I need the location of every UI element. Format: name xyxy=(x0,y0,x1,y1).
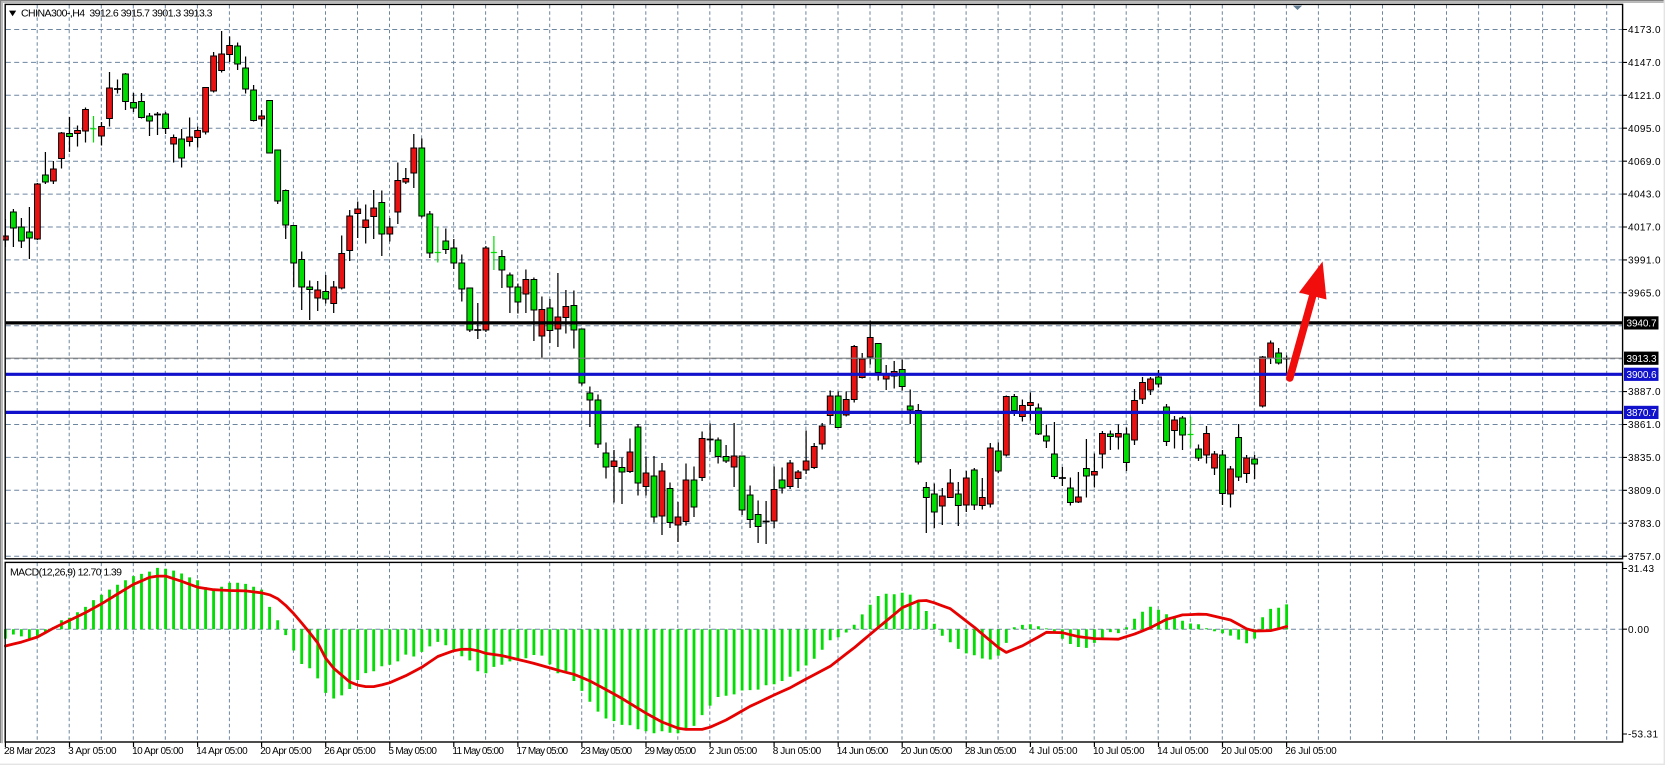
svg-text:29 May 05:00: 29 May 05:00 xyxy=(645,746,697,757)
svg-text:3757.0: 3757.0 xyxy=(1628,552,1661,563)
svg-text:3861.0: 3861.0 xyxy=(1628,420,1661,431)
svg-text:3783.0: 3783.0 xyxy=(1628,519,1661,530)
svg-text:14 Apr 05:00: 14 Apr 05:00 xyxy=(196,746,248,757)
svg-text:3835.0: 3835.0 xyxy=(1628,453,1661,464)
svg-text:MACD(12,26,9) 12.70 1.39: MACD(12,26,9) 12.70 1.39 xyxy=(10,566,122,578)
svg-text:4017.0: 4017.0 xyxy=(1628,223,1661,234)
svg-text:28 Jun 05:00: 28 Jun 05:00 xyxy=(965,746,1017,757)
svg-text:3913.3: 3913.3 xyxy=(1627,354,1657,365)
svg-text:14 Jul 05:00: 14 Jul 05:00 xyxy=(1157,746,1209,757)
svg-text:4043.0: 4043.0 xyxy=(1628,190,1661,201)
svg-text:3870.7: 3870.7 xyxy=(1627,408,1657,419)
svg-text:20 Jun 05:00: 20 Jun 05:00 xyxy=(901,746,953,757)
svg-text:4095.0: 4095.0 xyxy=(1628,124,1661,135)
svg-text:26 Apr 05:00: 26 Apr 05:00 xyxy=(324,746,376,757)
svg-text:14 Jun 05:00: 14 Jun 05:00 xyxy=(837,746,889,757)
svg-text:10 Apr 05:00: 10 Apr 05:00 xyxy=(132,746,184,757)
svg-text:3991.0: 3991.0 xyxy=(1628,256,1661,267)
svg-text:4147.0: 4147.0 xyxy=(1628,58,1661,69)
svg-text:17 May 05:00: 17 May 05:00 xyxy=(517,746,569,757)
svg-text:-53.31: -53.31 xyxy=(1628,730,1658,741)
svg-text:23 May 05:00: 23 May 05:00 xyxy=(581,746,633,757)
svg-text:31.43: 31.43 xyxy=(1628,564,1654,575)
svg-text:3900.6: 3900.6 xyxy=(1627,370,1657,381)
svg-text:28 Mar 2023: 28 Mar 2023 xyxy=(4,746,56,757)
svg-text:4173.0: 4173.0 xyxy=(1628,25,1661,36)
svg-text:4069.0: 4069.0 xyxy=(1628,157,1661,168)
svg-text:4 Jul 05:00: 4 Jul 05:00 xyxy=(1029,746,1078,757)
svg-text:3809.0: 3809.0 xyxy=(1628,486,1661,497)
svg-text:8 Jun 05:00: 8 Jun 05:00 xyxy=(773,746,822,757)
svg-text:26 Jul 05:00: 26 Jul 05:00 xyxy=(1285,746,1337,757)
svg-text:5 May 05:00: 5 May 05:00 xyxy=(388,746,437,757)
svg-text:20 Jul 05:00: 20 Jul 05:00 xyxy=(1221,746,1273,757)
svg-text:3965.0: 3965.0 xyxy=(1628,288,1661,299)
svg-text:0.00: 0.00 xyxy=(1628,625,1649,636)
svg-text:10 Jul 05:00: 10 Jul 05:00 xyxy=(1093,746,1145,757)
svg-text:11 May 05:00: 11 May 05:00 xyxy=(452,746,504,757)
svg-text:3940.7: 3940.7 xyxy=(1627,319,1657,330)
svg-text:CHINA300-,H4 3912.6 3915.7 39: CHINA300-,H4 3912.6 3915.7 3901.3 3913.3 xyxy=(21,7,213,19)
svg-text:3 Apr 05:00: 3 Apr 05:00 xyxy=(68,746,117,757)
svg-text:20 Apr 05:00: 20 Apr 05:00 xyxy=(260,746,312,757)
svg-text:3887.0: 3887.0 xyxy=(1628,387,1661,398)
svg-text:2 Jun 05:00: 2 Jun 05:00 xyxy=(709,746,758,757)
svg-text:4121.0: 4121.0 xyxy=(1628,91,1661,102)
